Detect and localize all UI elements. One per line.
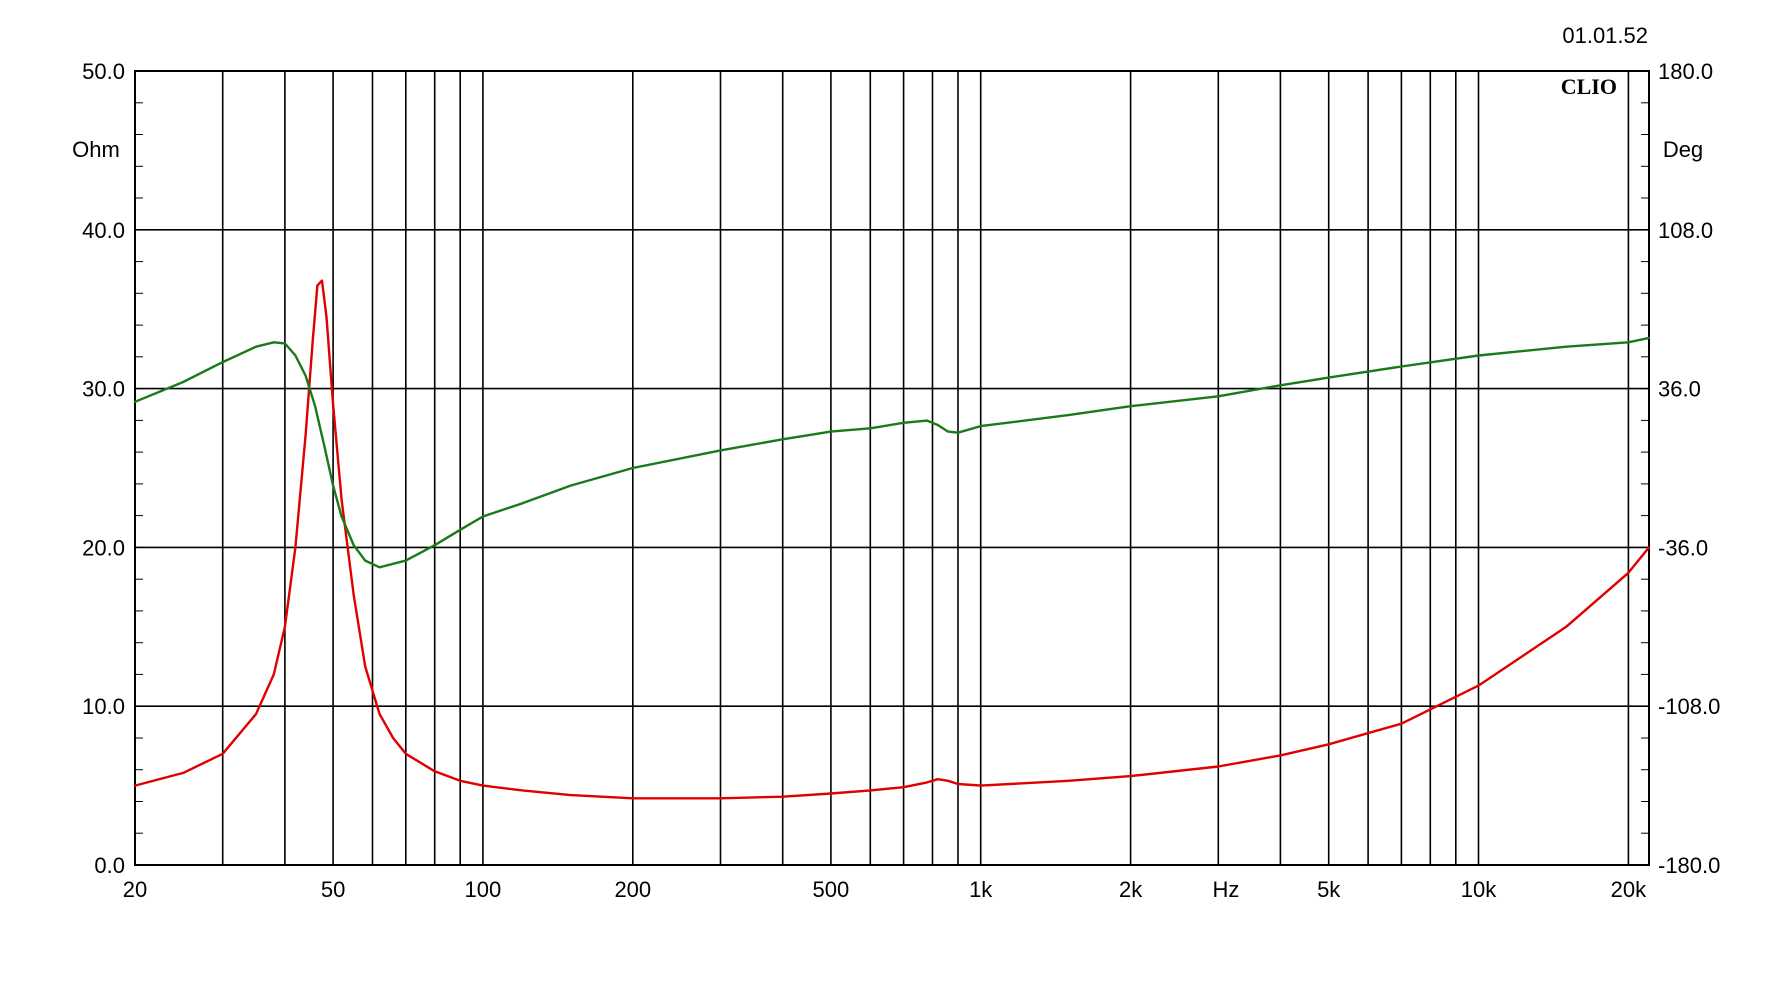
x-tick-label: 1k <box>969 877 993 902</box>
clio-logo: CLIO <box>1561 74 1617 99</box>
timestamp: 01.01.52 <box>1562 23 1648 48</box>
curves <box>133 279 1651 800</box>
axis-labels: 0.0 10.0 20.0 30.0 40.0 50.0 -180.0 -108.0 -36.0… <box>82 59 1720 902</box>
phase-curve <box>133 336 1651 569</box>
x-tick-label: 50 <box>321 877 345 902</box>
y-right-tick-label: 36.0 <box>1658 377 1701 402</box>
y-right-tick-label: 180.0 <box>1658 59 1713 84</box>
y-left-tick-label: 50.0 <box>82 59 125 84</box>
y-right-tick-label: 108.0 <box>1658 218 1713 243</box>
x-tick-label: 20 <box>123 877 147 902</box>
y-right-tick-label: -108.0 <box>1658 694 1720 719</box>
x-tick-label: 10k <box>1461 877 1497 902</box>
y-left-tick-label: 0.0 <box>94 853 125 878</box>
y-left-tick-label: 30.0 <box>82 377 125 402</box>
y-left-tick-label: 10.0 <box>82 694 125 719</box>
x-tick-label: 20k <box>1611 877 1647 902</box>
x-tick-label: 100 <box>465 877 502 902</box>
y-left-tick-label: 40.0 <box>82 218 125 243</box>
x-tick-label: 2k <box>1119 877 1143 902</box>
x-tick-label: 5k <box>1317 877 1341 902</box>
y-right-tick-label: -36.0 <box>1658 535 1708 560</box>
x-tick-label: 500 <box>813 877 850 902</box>
y-left-tick-label: 20.0 <box>82 535 125 560</box>
impedance-curve <box>133 279 1651 800</box>
grid-lines <box>135 70 1649 866</box>
y-right-tick-label: -180.0 <box>1658 853 1720 878</box>
x-unit-label: Hz <box>1213 877 1240 902</box>
y-left-unit-label: Ohm <box>72 137 120 162</box>
x-tick-label: 200 <box>614 877 651 902</box>
y-right-unit-label: Deg <box>1663 137 1703 162</box>
plot-frame <box>134 70 1650 866</box>
